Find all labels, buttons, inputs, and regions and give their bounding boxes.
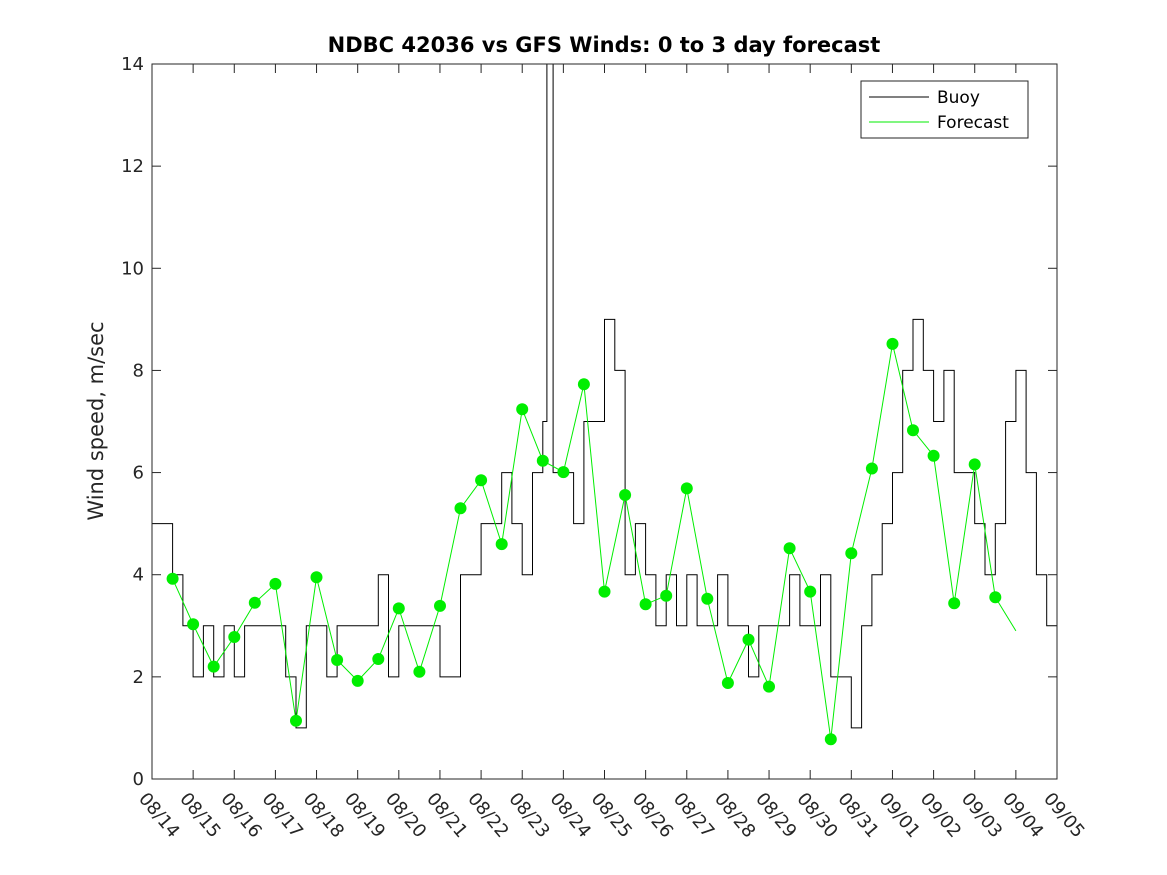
forecast-marker: [557, 466, 570, 479]
legend-forecast-label: Forecast: [937, 113, 1009, 133]
y-tick-label: 0: [133, 769, 144, 790]
forecast-marker: [907, 424, 919, 437]
chart-title: NDBC 42036 vs GFS Winds: 0 to 3 day fore…: [328, 33, 881, 57]
forecast-marker: [804, 585, 817, 598]
forecast-marker: [413, 665, 426, 678]
forecast-marker: [927, 449, 940, 462]
y-tick-label: 14: [121, 54, 144, 75]
forecast-marker: [660, 589, 673, 602]
forecast-marker: [290, 714, 302, 727]
forecast-marker: [865, 462, 878, 475]
forecast-marker: [495, 538, 508, 551]
forecast-marker: [372, 653, 385, 665]
buoy-series-line: [152, 63, 1057, 729]
forecast-series-line: [172, 343, 1017, 740]
forecast-marker: [536, 454, 549, 467]
forecast-marker: [701, 592, 714, 605]
forecast-marker: [763, 680, 775, 693]
forecast-marker: [783, 542, 796, 555]
forecast-marker: [824, 733, 837, 746]
forecast-marker: [742, 633, 755, 646]
forecast-marker: [310, 571, 323, 584]
forecast-marker: [577, 378, 590, 391]
legend: Buoy Forecast: [860, 80, 1029, 139]
forecast-marker: [948, 597, 961, 610]
forecast-marker: [845, 547, 858, 560]
forecast-marker: [434, 599, 446, 612]
forecast-marker: [680, 482, 693, 495]
forecast-marker: [989, 591, 1002, 604]
y-tick-label: 10: [121, 258, 144, 279]
forecast-marker: [331, 654, 344, 666]
forecast-marker: [721, 677, 734, 689]
forecast-marker: [248, 596, 261, 609]
legend-box: [860, 80, 1029, 139]
forecast-marker: [351, 674, 364, 687]
forecast-marker: [269, 577, 282, 590]
y-tick-label: 12: [121, 156, 144, 177]
legend-buoy-label: Buoy: [937, 88, 980, 108]
y-tick-label: 2: [133, 667, 144, 688]
forecast-marker: [166, 572, 179, 585]
y-tick-label: 8: [133, 360, 144, 381]
y-tick-label: 4: [133, 565, 144, 586]
forecast-marker: [207, 660, 220, 673]
y-tick-label: 6: [133, 463, 144, 484]
forecast-marker: [639, 598, 652, 611]
forecast-marker: [392, 602, 405, 615]
forecast-marker: [187, 618, 200, 631]
forecast-marker: [475, 474, 488, 487]
forecast-marker: [598, 585, 611, 598]
forecast-marker: [619, 489, 632, 501]
y-axis-label: Wind speed, m/sec: [84, 321, 108, 520]
forecast-marker: [454, 502, 467, 515]
forecast-marker: [516, 403, 529, 416]
forecast-marker: [886, 337, 899, 350]
forecast-marker: [228, 631, 241, 643]
data-layer: [152, 63, 1057, 746]
forecast-marker: [968, 458, 981, 471]
